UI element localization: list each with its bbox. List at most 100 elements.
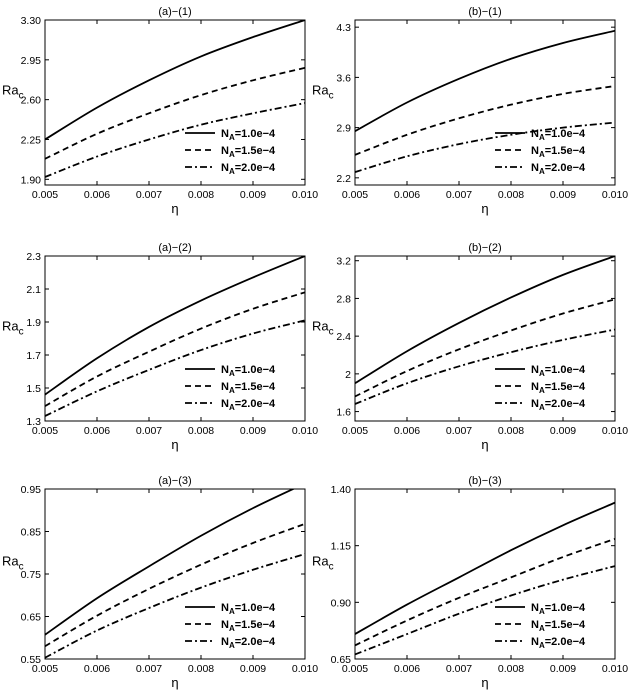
panel-title: (a)−(3) xyxy=(158,475,191,487)
legend-entry-1: NA=1.0e−4 xyxy=(221,128,276,142)
legend-entry-1: NA=1.0e−4 xyxy=(221,602,276,616)
y-axis-label-sub: c xyxy=(19,562,24,573)
series-line-2 xyxy=(355,85,615,156)
chart-panel-5: 0.005 0.006 0.007 0.008 0.009 0.010 0.55 0.65 0.… xyxy=(2,475,318,690)
y-tick-label: 0.90 xyxy=(331,597,352,609)
plot-frame xyxy=(44,19,306,186)
legend-entry-1: NA=1.0e−4 xyxy=(531,364,586,378)
x-tick-label: 0.005 xyxy=(342,663,368,675)
legend-entry-value: =1.5e−4 xyxy=(235,145,276,157)
legend-entry-main: N xyxy=(531,398,539,410)
chart-panel-4: 0.005 0.006 0.007 0.008 0.009 0.010 1.6 2 2.4 2.8… xyxy=(312,242,628,452)
x-axis-label: η xyxy=(171,201,178,216)
legend-entry-main: N xyxy=(221,602,229,614)
y-axis-label: Rac xyxy=(2,554,24,573)
series-line-1 xyxy=(355,29,615,132)
y-tick-label: 0.65 xyxy=(21,612,42,624)
x-tick-label: 0.006 xyxy=(394,425,420,437)
y-tick-label: 2.60 xyxy=(21,95,42,107)
legend-entry-sub: A xyxy=(229,167,235,176)
panel-title: (a)−(1) xyxy=(158,6,191,18)
legend-entry-sub: A xyxy=(229,624,235,633)
panel-title: (b)−(2) xyxy=(468,242,501,254)
panel-title: (a)−(2) xyxy=(158,242,191,254)
y-tick-label: 0.85 xyxy=(21,527,42,539)
y-tick-label: 2.9 xyxy=(336,123,351,135)
x-tick-label: 0.009 xyxy=(240,425,266,437)
x-tick-label: 0.009 xyxy=(550,663,576,675)
legend-entry-3: NA=2.0e−4 xyxy=(531,636,586,650)
legend-entry-1: NA=1.0e−4 xyxy=(531,602,586,616)
x-tick-label: 0.006 xyxy=(84,189,110,201)
x-axis-label: η xyxy=(481,675,488,690)
legend-entry-2: NA=1.5e−4 xyxy=(221,145,276,159)
x-tick-label: 0.006 xyxy=(84,663,110,675)
x-tick-label: 0.009 xyxy=(550,189,576,201)
y-tick-label: 2.4 xyxy=(336,331,351,343)
legend-entry-3: NA=2.0e−4 xyxy=(531,162,586,176)
series-line-3 xyxy=(355,565,615,656)
legend-entry-value: =2.0e−4 xyxy=(545,636,586,648)
x-tick-label: 0.007 xyxy=(446,189,472,201)
series-line-1 xyxy=(45,256,305,396)
legend-entry-sub: A xyxy=(539,133,545,142)
legend-entry-3: NA=2.0e−4 xyxy=(531,398,586,412)
legend-entry-main: N xyxy=(531,381,539,393)
chart-panel-6: 0.005 0.006 0.007 0.008 0.009 0.010 0.65 0.90 1.… xyxy=(312,475,628,690)
y-tick-label: 3.2 xyxy=(336,256,351,268)
y-tick-label: 3.6 xyxy=(336,72,351,84)
y-tick-label: 1.3 xyxy=(26,416,41,428)
panel-title: (b)−(1) xyxy=(468,6,501,18)
y-tick-label: 1.7 xyxy=(26,350,41,362)
y-axis-label-main: Ra xyxy=(312,318,329,333)
legend-entry-2: NA=1.5e−4 xyxy=(221,381,276,395)
legend-entry-value: =1.5e−4 xyxy=(235,619,276,631)
legend-entry-value: =1.5e−4 xyxy=(235,381,276,393)
x-tick-label: 0.008 xyxy=(498,189,524,201)
series-line-1 xyxy=(355,256,615,385)
y-tick-label: 2.3 xyxy=(26,251,41,263)
series-line-1 xyxy=(355,501,615,635)
legend-entry-main: N xyxy=(531,162,539,174)
legend-entry-sub: A xyxy=(539,150,545,159)
y-tick-label: 1.15 xyxy=(331,541,352,553)
series-line-2 xyxy=(45,291,305,407)
legend-entry-value: =1.5e−4 xyxy=(545,145,586,157)
y-tick-label: 4.3 xyxy=(336,22,351,34)
series-line-3 xyxy=(355,328,615,405)
legend-entry-2: NA=1.5e−4 xyxy=(531,145,586,159)
y-axis-label-main: Ra xyxy=(312,554,329,569)
x-axis-label: η xyxy=(481,201,488,216)
y-tick-label: 2.25 xyxy=(21,134,42,146)
x-tick-label: 0.008 xyxy=(188,663,214,675)
y-tick-label: 1.9 xyxy=(26,317,41,329)
y-axis-label-main: Ra xyxy=(312,82,329,97)
y-tick-label: 2 xyxy=(345,369,351,381)
legend-entry-2: NA=1.5e−4 xyxy=(531,381,586,395)
x-tick-label: 0.008 xyxy=(498,663,524,675)
x-tick-label: 0.005 xyxy=(32,425,58,437)
x-tick-label: 0.006 xyxy=(394,663,420,675)
legend-entry-value: =2.0e−4 xyxy=(545,162,586,174)
y-axis-label: Rac xyxy=(312,318,334,337)
y-axis-label: Rac xyxy=(2,318,24,337)
plot-frame xyxy=(44,488,306,660)
x-tick-label: 0.007 xyxy=(136,663,162,675)
plot-frame xyxy=(354,19,616,186)
legend-entry-value: =2.0e−4 xyxy=(235,162,276,174)
legend-entry-sub: A xyxy=(229,133,235,142)
legend-entry-sub: A xyxy=(539,167,545,176)
legend-entry-2: NA=1.5e−4 xyxy=(221,619,276,633)
x-tick-label: 0.008 xyxy=(188,425,214,437)
y-axis-label-main: Ra xyxy=(2,318,19,333)
legend-entry-main: N xyxy=(221,398,229,410)
legend-entry-1: NA=1.0e−4 xyxy=(221,364,276,378)
legend-entry-main: N xyxy=(221,145,229,157)
y-tick-label: 2.2 xyxy=(336,173,351,185)
x-axis-label: η xyxy=(481,437,488,452)
y-axis-label-main: Ra xyxy=(2,554,19,569)
series-line-3 xyxy=(45,319,305,417)
y-axis-label-sub: c xyxy=(19,90,24,101)
legend-entry-sub: A xyxy=(229,386,235,395)
legend-entry-sub: A xyxy=(539,641,545,650)
